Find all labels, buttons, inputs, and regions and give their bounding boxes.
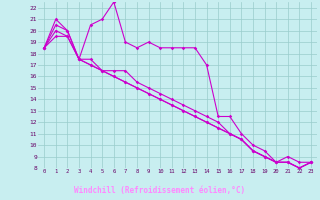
Text: Windchill (Refroidissement éolien,°C): Windchill (Refroidissement éolien,°C)	[75, 186, 245, 196]
